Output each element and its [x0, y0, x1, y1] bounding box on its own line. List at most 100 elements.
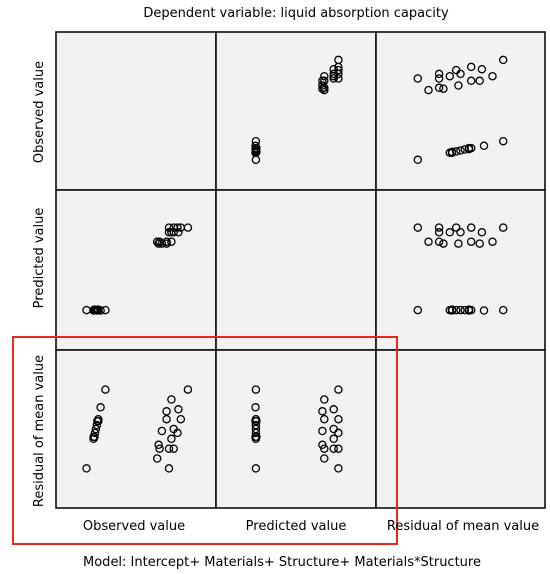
- point-r2-c1-26: [334, 428, 343, 438]
- point-r2-c0-10: [89, 432, 98, 442]
- point-r2-c0-11: [96, 403, 105, 412]
- point-r0-c1-13: [320, 85, 329, 95]
- point-r2-c1-13: [320, 454, 329, 463]
- point-r1-c2-25: [498, 223, 508, 232]
- point-r2-c1-1: [251, 424, 261, 434]
- point-r2-c0-14: [162, 414, 171, 424]
- point-r2-c1-21: [329, 405, 338, 414]
- point-r2-c0-5: [101, 385, 110, 394]
- point-r2-c0-13: [152, 454, 162, 463]
- point-r0-c1-16: [318, 76, 327, 86]
- point-r1-c2-9: [464, 306, 474, 315]
- point-r1-c0-27: [164, 223, 174, 232]
- point-r0-c2-25: [498, 55, 508, 65]
- point-r2-c1-23: [334, 414, 343, 424]
- point-r2-c1-11: [251, 403, 260, 412]
- point-r1-c2-1: [456, 305, 465, 315]
- point-r2-c0-6: [82, 464, 91, 473]
- row-label-residual: Residual of mean value: [32, 355, 47, 507]
- matrix-cell-r2-c2: [375, 349, 546, 509]
- point-r1-c2-10: [447, 306, 457, 315]
- point-r1-c2-13: [424, 237, 433, 246]
- point-r2-c1-14: [320, 414, 329, 424]
- point-r2-c0-1: [91, 424, 101, 434]
- point-r0-c2-6: [413, 155, 423, 165]
- point-r2-c0-4: [90, 428, 100, 438]
- point-r0-c2-26: [451, 65, 461, 75]
- point-r1-c0-9: [93, 306, 102, 315]
- point-r2-c0-26: [173, 428, 182, 438]
- point-r1-c0-21: [174, 228, 183, 237]
- point-r0-c2-5: [498, 136, 508, 146]
- point-r2-c0-19: [167, 434, 176, 444]
- point-r2-c0-24: [169, 444, 178, 453]
- row-label-observed: Observed value: [32, 61, 47, 163]
- point-r2-c0-23: [176, 414, 186, 424]
- matrix-points: [82, 55, 508, 473]
- point-r0-c2-21: [477, 64, 487, 74]
- point-r1-c2-16: [475, 239, 484, 248]
- point-r2-c1-27: [334, 464, 343, 473]
- point-r1-c0-25: [183, 223, 193, 232]
- point-r2-c1-17: [318, 440, 327, 450]
- point-r1-c2-17: [439, 239, 448, 248]
- point-r0-c2-15: [434, 83, 444, 93]
- point-r0-c1-20: [329, 74, 338, 83]
- point-r2-c0-12: [167, 395, 176, 404]
- row-label-predicted: Predicted value: [32, 208, 47, 309]
- point-r2-c1-12: [320, 395, 329, 404]
- matrix-cell-r1-c1: [215, 189, 377, 351]
- point-r0-c2-19: [445, 71, 455, 81]
- matrix-cell-r2-c1: [215, 349, 377, 509]
- point-r2-c0-9: [93, 416, 102, 426]
- point-r2-c0-16: [162, 407, 171, 416]
- point-r1-c2-11: [479, 306, 489, 315]
- point-r2-c0-15: [155, 444, 164, 453]
- point-r1-c0-13: [152, 237, 162, 246]
- point-r1-c2-19: [445, 228, 455, 237]
- chart-title: Dependent variable: liquid absorption ca…: [143, 6, 449, 21]
- matrix-cell-r1-c0: [55, 189, 217, 351]
- point-r2-c0-17: [154, 440, 163, 450]
- point-r1-c0-18: [157, 239, 167, 248]
- point-r2-c1-19: [329, 434, 338, 444]
- point-r0-c2-20: [434, 74, 444, 83]
- highlight-box: [12, 336, 398, 545]
- point-r1-c0-11: [96, 306, 105, 315]
- point-r0-c1-18: [318, 81, 327, 90]
- point-r2-c1-15: [320, 444, 329, 453]
- point-r2-c1-25: [334, 385, 343, 394]
- point-r1-c0-24: [169, 223, 178, 232]
- point-r1-c2-23: [466, 223, 476, 232]
- point-r1-c0-26: [173, 223, 182, 232]
- point-r0-c1-11: [251, 141, 260, 151]
- point-r2-c1-20: [329, 444, 338, 453]
- point-r0-c1-27: [334, 74, 343, 83]
- point-r0-c2-9: [464, 144, 474, 154]
- point-r1-c2-6: [413, 305, 423, 315]
- matrix-cells: [55, 31, 546, 509]
- point-r0-c2-1: [456, 146, 465, 155]
- point-r0-c2-10: [447, 148, 457, 158]
- point-r1-c0-20: [164, 228, 174, 237]
- point-r1-c2-22: [456, 228, 465, 237]
- point-r2-c1-24: [334, 444, 343, 453]
- point-r0-c2-23: [466, 62, 476, 72]
- point-r2-c1-6: [251, 464, 261, 473]
- point-r1-c0-16: [162, 239, 171, 248]
- col-label-observed: Observed value: [83, 519, 185, 534]
- model-footer: Model: Intercept+ Materials+ Structure+ …: [83, 555, 481, 570]
- point-r2-c1-5: [251, 385, 261, 394]
- col-label-predicted: Predicted value: [246, 519, 347, 534]
- point-r1-c2-3: [460, 305, 470, 315]
- point-r2-c0-18: [157, 426, 167, 436]
- point-r0-c2-27: [413, 74, 423, 83]
- point-r0-c2-14: [466, 76, 476, 86]
- matrix-cell-r0-c0: [55, 31, 217, 191]
- point-r2-c0-3: [92, 420, 102, 430]
- point-r1-c0-17: [154, 239, 163, 248]
- point-r0-c1-26: [334, 65, 343, 75]
- point-r0-c1-17: [318, 84, 327, 93]
- point-r0-c2-13: [424, 85, 433, 95]
